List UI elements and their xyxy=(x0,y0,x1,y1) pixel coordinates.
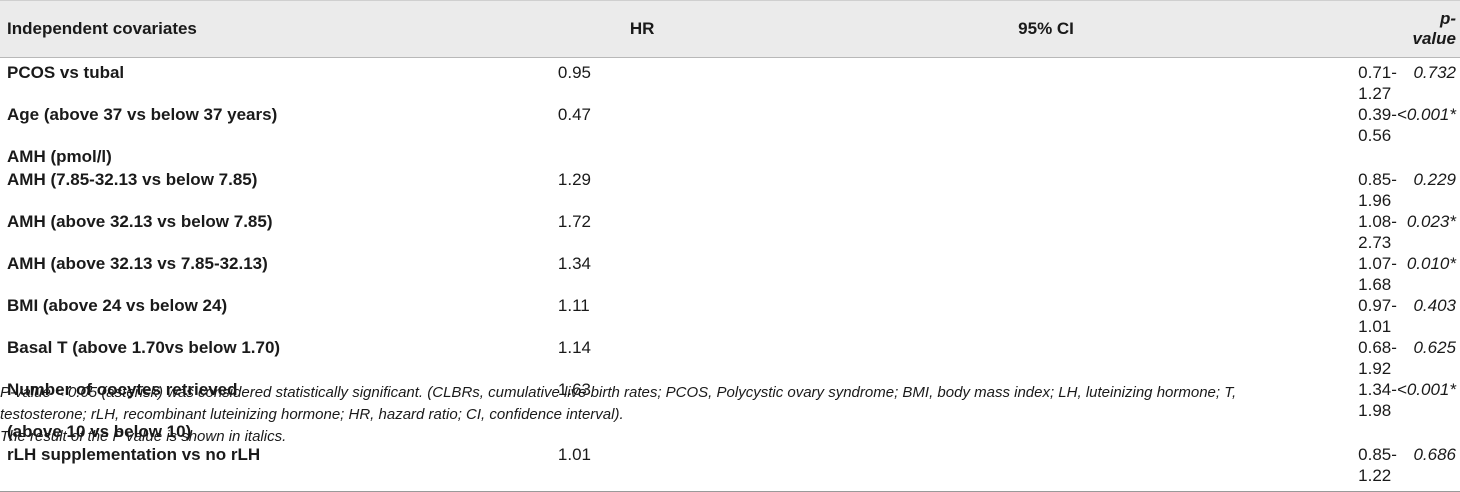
footnote-line: P-value < 0.05 (asterisk) was considered… xyxy=(0,384,1237,401)
row-label: (above 10 vs below 10) xyxy=(7,422,192,441)
row-ci: 1.08-2.73 xyxy=(1358,212,1397,252)
row-ci: 1.07-1.68 xyxy=(1358,254,1397,294)
table-row: PCOS vs tubal 0.95 0.71-1.27 0.732 xyxy=(0,58,1460,105)
table-row: Basal T (above 1.70vs below 1.70) 1.14 0… xyxy=(0,337,1460,379)
table-row: (above 10 vs below 10) xyxy=(0,421,1460,444)
row-label: Number of oocytes retrieved xyxy=(7,380,238,399)
table-row: AMH (pmol/l) xyxy=(0,146,1460,169)
header-ci: 95% CI xyxy=(1018,0,1397,58)
row-p-value: 0.686 xyxy=(1396,444,1460,492)
row-p-value: 0.229 xyxy=(1413,170,1456,189)
row-label: BMI (above 24 vs below 24) xyxy=(7,296,228,315)
row-ci: 0.85-1.96 xyxy=(1358,170,1397,210)
row-hr: 1.34 xyxy=(557,254,591,273)
row-ci: 0.68-1.92 xyxy=(1358,338,1397,378)
row-hr: 0.95 xyxy=(557,63,591,82)
row-hr: 1.14 xyxy=(557,338,591,357)
row-ci: 0.85-1.22 xyxy=(1018,444,1397,492)
row-hr: 1.29 xyxy=(557,170,591,189)
row-ci xyxy=(1018,146,1397,169)
table-row: BMI (above 24 vs below 24) 1.11 0.97-1.0… xyxy=(0,295,1460,337)
header-hr: HR xyxy=(557,0,1019,58)
row-label: AMH (pmol/l) xyxy=(7,147,112,166)
row-hr: 1.01 xyxy=(557,444,1019,492)
row-label: rLH supplementation vs no rLH xyxy=(0,444,558,492)
table-row: Number of oocytes retrieved 1.63 1.34-1.… xyxy=(0,379,1460,421)
row-hr: 1.11 xyxy=(557,296,590,315)
row-p-value: 0.403 xyxy=(1413,296,1456,315)
table-row: rLH supplementation vs no rLH 1.01 0.85-… xyxy=(0,444,1460,492)
table-footnotes: P-value < 0.05 (asterisk) was considered… xyxy=(0,382,1458,448)
row-ci: 1.34-1.98 xyxy=(1358,380,1397,420)
table-row: AMH (above 32.13 vs below 7.85) 1.72 1.0… xyxy=(0,211,1460,253)
row-p-value xyxy=(1397,146,1460,169)
row-label: AMH (above 32.13 vs 7.85-32.13) xyxy=(7,254,268,273)
row-label: AMH (above 32.13 vs below 7.85) xyxy=(7,212,273,231)
row-p-value: 0.625 xyxy=(1413,338,1456,357)
row-p-value: 0.732 xyxy=(1413,63,1456,82)
header-p-value: p-value xyxy=(1396,0,1460,58)
row-hr: 0.47 xyxy=(557,105,591,124)
header-covariates: Independent covariates xyxy=(0,0,558,58)
table-row: AMH (above 32.13 vs 7.85-32.13) 1.34 1.0… xyxy=(0,253,1460,295)
row-label: PCOS vs tubal xyxy=(7,63,125,82)
table-header-row: Independent covariates HR 95% CI p-value xyxy=(0,0,1460,58)
row-hr: 1.63 xyxy=(557,380,591,399)
row-hr xyxy=(558,146,1018,169)
row-ci: 0.39-0.56 xyxy=(1358,105,1397,145)
row-ci: 0.71-1.27 xyxy=(1358,63,1397,103)
row-ci: 0.97-1.01 xyxy=(1358,296,1397,336)
row-hr: 1.72 xyxy=(557,212,591,231)
row-label: Age (above 37 vs below 37 years) xyxy=(7,105,278,124)
footnote-line: testosterone; rLH, recombinant luteinizi… xyxy=(0,406,624,423)
row-p-value: 0.010* xyxy=(1406,254,1456,273)
footnote-line: The result of the P value is shown in it… xyxy=(0,428,287,445)
row-p-value: <0.001* xyxy=(1396,105,1456,124)
row-label: Basal T (above 1.70vs below 1.70) xyxy=(7,338,281,357)
table-row: AMH (7.85-32.13 vs below 7.85) 1.29 0.85… xyxy=(0,169,1460,211)
row-p-value: 0.023* xyxy=(1406,212,1456,231)
table-row: Age (above 37 vs below 37 years) 0.47 0.… xyxy=(0,104,1460,146)
row-label: AMH (7.85-32.13 vs below 7.85) xyxy=(7,170,258,189)
row-p-value: <0.001* xyxy=(1396,380,1456,399)
